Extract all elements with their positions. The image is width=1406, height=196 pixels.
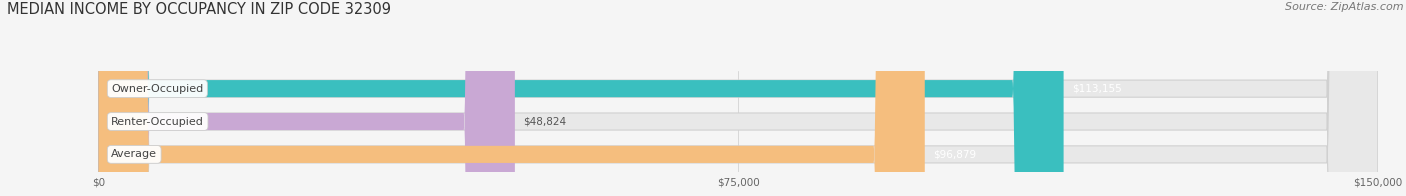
Text: Source: ZipAtlas.com: Source: ZipAtlas.com [1285, 2, 1403, 12]
FancyBboxPatch shape [98, 0, 1378, 196]
FancyBboxPatch shape [98, 0, 515, 196]
Text: $113,155: $113,155 [1073, 84, 1122, 94]
Text: $48,824: $48,824 [523, 116, 567, 127]
FancyBboxPatch shape [98, 0, 1378, 196]
FancyBboxPatch shape [98, 0, 1378, 196]
Text: MEDIAN INCOME BY OCCUPANCY IN ZIP CODE 32309: MEDIAN INCOME BY OCCUPANCY IN ZIP CODE 3… [7, 2, 391, 17]
FancyBboxPatch shape [98, 0, 1063, 196]
Text: $96,879: $96,879 [934, 149, 976, 159]
Text: Owner-Occupied: Owner-Occupied [111, 84, 204, 94]
FancyBboxPatch shape [98, 0, 925, 196]
Text: Average: Average [111, 149, 157, 159]
Text: Renter-Occupied: Renter-Occupied [111, 116, 204, 127]
